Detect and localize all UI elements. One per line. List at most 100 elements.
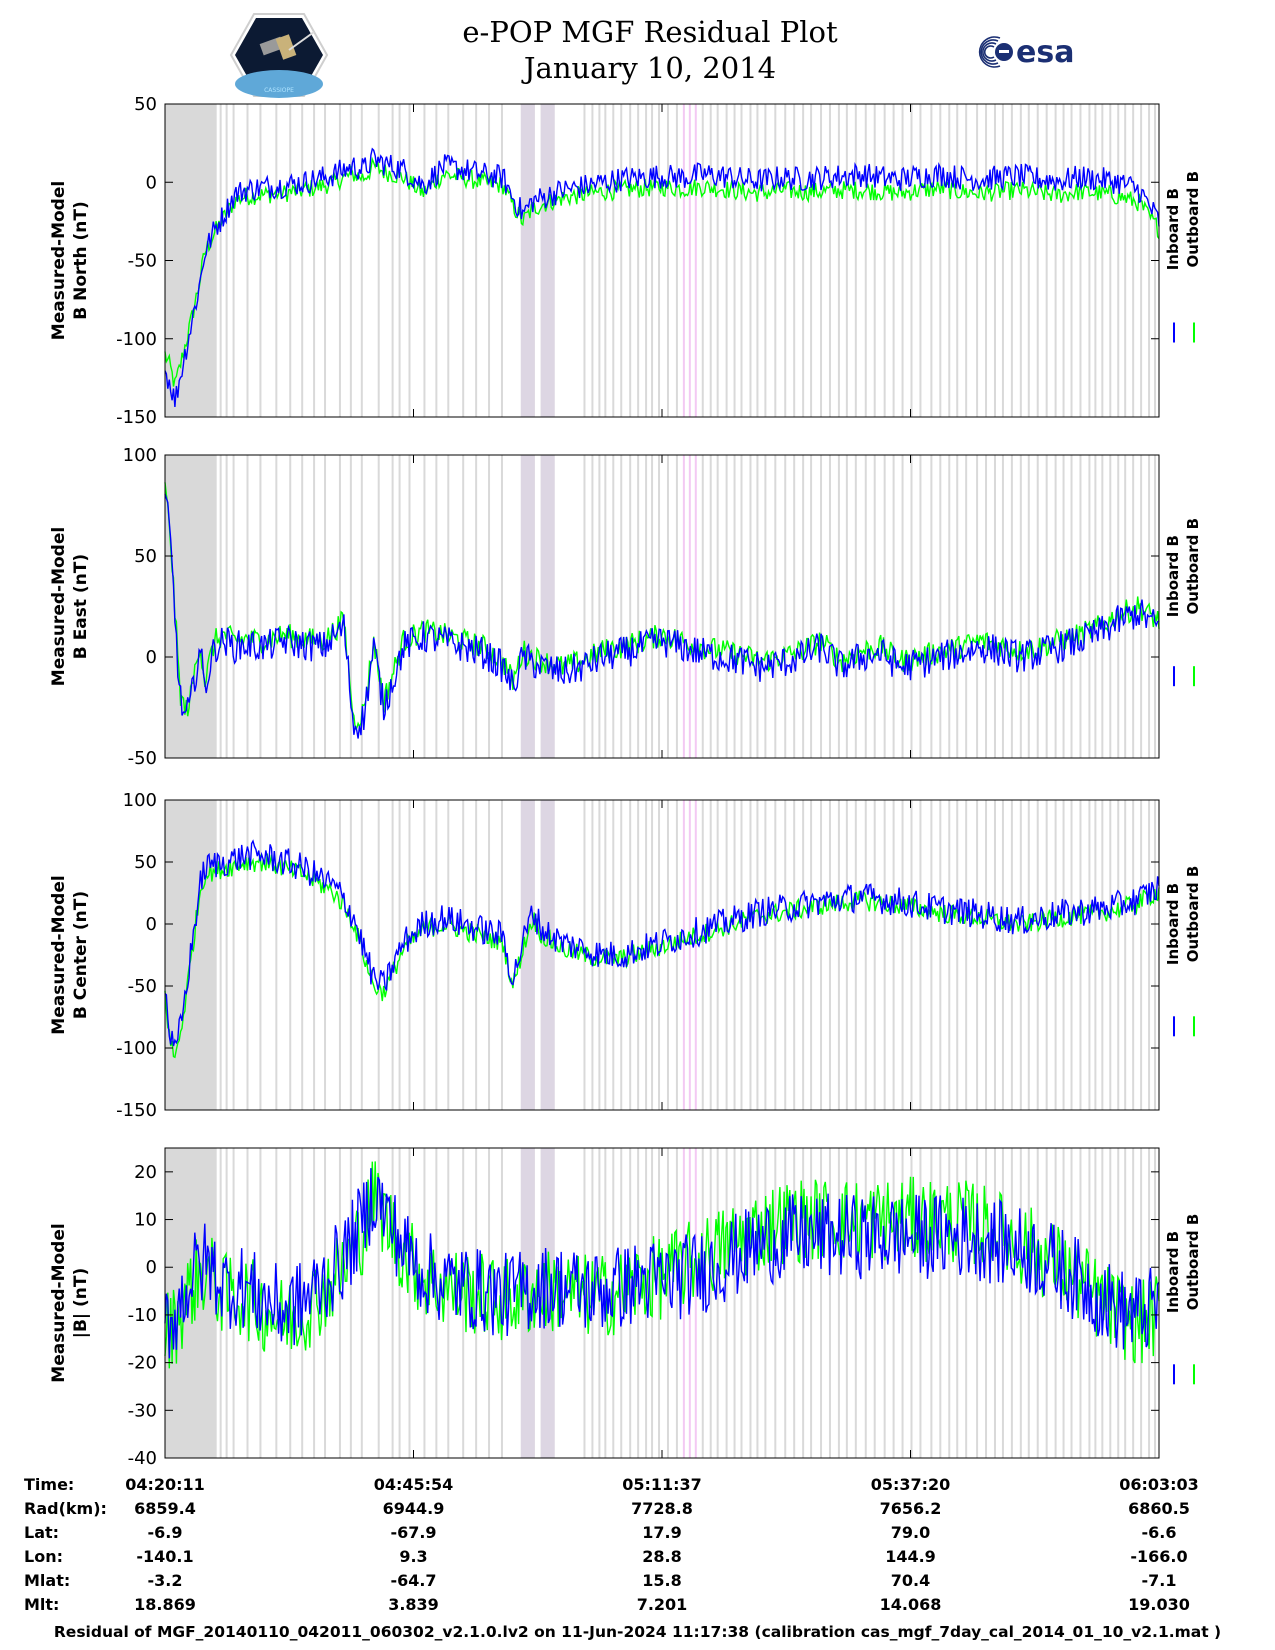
ephemeris-value: 6859.4 [134,1499,196,1518]
series-inboard-line [164,147,1160,408]
y-tick-label: -40 [128,1448,157,1469]
legend-label-inboard: Inboard B [1164,1231,1182,1313]
panel-1: -150 -100 -50 0 50 Measured-Model B North (nT)… [49,94,1202,428]
series-inboard-line [164,839,1160,1047]
ephemeris-row-label: Lat: [24,1523,59,1542]
y-tick-label: 100 [123,445,157,466]
legend-label-inboard: Inboard B [1164,883,1182,965]
y-tick-label: -50 [128,748,157,769]
y-axis-label-line-2: B Center (nT) [71,891,91,1019]
series-outboard-line [164,156,1160,387]
ephemeris-row-label: Mlat: [24,1571,70,1590]
y-tick-label: 0 [146,914,157,935]
ephemeris-value: -6.6 [1142,1523,1177,1542]
ephemeris-value: 6944.9 [383,1499,445,1518]
gap-band-lilac [520,104,535,417]
legend-label-outboard: Outboard B [1184,171,1202,268]
ephemeris-value: 3.839 [388,1595,439,1614]
legend-label-inboard: Inboard B [1164,535,1182,617]
ephemeris-value: 7656.2 [880,1499,942,1518]
y-axis-label: Measured-Model |B| (nT) [49,1223,91,1382]
ephemeris-value: 04:20:11 [125,1475,205,1494]
ephemeris-value: 15.8 [642,1571,681,1590]
ephemeris-row-label: Mlt: [24,1595,59,1614]
y-axis-label: Measured-Model B East (nT) [49,527,91,686]
y-tick-label: 0 [146,1257,157,1278]
ephemeris-value: 04:45:54 [374,1475,454,1494]
legend-label-outboard: Outboard B [1184,1214,1202,1311]
gap-band-lilac [540,104,555,417]
ephemeris-row-label: Time: [24,1475,74,1494]
y-tick-label: 50 [134,852,157,873]
gap-band-lilac [540,800,555,1110]
gap-band [165,455,217,758]
ephemeris-value: 19.030 [1128,1595,1190,1614]
y-tick-label: 100 [123,790,157,811]
ephemeris-value: 17.9 [642,1523,681,1542]
cassiope-logo-text: CASSIOPE [264,87,294,94]
esa-logo-icon: esa [978,35,1074,70]
y-tick-label: -100 [116,329,157,350]
y-tick-label: 0 [146,647,157,668]
ephemeris-value: 7728.8 [631,1499,693,1518]
ephemeris-value: 79.0 [891,1523,930,1542]
y-tick-label: -30 [128,1400,157,1421]
panel-3: -150 -100 -50 0 50 100 Measured-Model B Center … [49,790,1202,1121]
panel-4: -40 -30 -20 -10 0 10 20 Measured-Model |B| (nT) I… [49,1147,1202,1469]
ephemeris-value: 06:03:03 [1119,1475,1199,1494]
y-tick-label: 0 [146,172,157,193]
plot-title: e-POP MGF Residual Plot January 10, 2014 [350,14,950,86]
series-inboard-line [164,493,1160,739]
ephemeris-value: 144.9 [885,1547,936,1566]
y-axis-label-line-2: B North (nT) [71,201,91,320]
y-tick-label: -150 [116,1100,157,1121]
ephemeris-value: -7.1 [1142,1571,1177,1590]
y-axis-label-line-2: |B| (nT) [71,1268,91,1339]
y-tick-label: 20 [134,1162,157,1183]
ephemeris-value: 9.3 [399,1547,427,1566]
footer-caption: Residual of MGF_20140110_042011_060302_v… [53,1623,1222,1641]
y-tick-label: -20 [128,1353,157,1374]
gap-band-lilac [520,800,535,1110]
ephemeris-value: 6860.5 [1128,1499,1190,1518]
y-tick-label: 10 [134,1210,157,1231]
ephemeris-value: 14.068 [880,1595,942,1614]
legend-label-outboard: Outboard B [1184,518,1202,615]
y-tick-label: -50 [128,976,157,997]
y-axis-label: Measured-Model B Center (nT) [49,875,91,1034]
ephemeris-row-label: Rad(km): [24,1499,107,1518]
gap-band-lilac [520,455,535,758]
ephemeris-value: -166.0 [1130,1547,1187,1566]
cassiope-mission-badge-icon: CASSIOPE [229,13,329,98]
esa-logo-text: esa [1016,35,1074,70]
y-axis-label-line-1: Measured-Model [49,875,69,1034]
ephemeris-value: -64.7 [390,1571,436,1590]
series-inboard-line [164,1168,1160,1359]
ephemeris-value: -3.2 [148,1571,183,1590]
ephemeris-row-label: Lon: [24,1547,63,1566]
ephemeris-value: -67.9 [390,1523,436,1542]
ephemeris-value: -140.1 [136,1547,193,1566]
ephemeris-value: 28.8 [642,1547,681,1566]
panel-2: -50 0 50 100 Measured-Model B East (nT) Inboar… [49,445,1202,769]
y-tick-label: 50 [134,94,157,115]
title-line-2: January 10, 2014 [523,51,777,85]
gap-band [165,104,217,417]
ephemeris-value: -6.9 [148,1523,183,1542]
legend-label-inboard: Inboard B [1164,188,1182,270]
ephemeris-value: 05:11:37 [622,1475,702,1494]
ephemeris-table: Time: Rad(km): Lat: Lon: Mlat: Mlt: 04:20:11 68… [24,1475,1199,1614]
y-tick-label: -100 [116,1038,157,1059]
y-axis-label-line-1: Measured-Model [49,527,69,686]
y-tick-label: -150 [116,407,157,428]
ephemeris-value: 05:37:20 [871,1475,951,1494]
y-tick-label: 50 [134,546,157,567]
y-axis-label-line-1: Measured-Model [49,181,69,340]
ephemeris-value: 7.201 [637,1595,688,1614]
y-axis-label-line-2: B East (nT) [71,554,91,659]
gap-band-lilac [540,455,555,758]
ephemeris-value: 70.4 [891,1571,930,1590]
legend-label-outboard: Outboard B [1184,866,1202,963]
y-tick-label: -10 [128,1305,157,1326]
